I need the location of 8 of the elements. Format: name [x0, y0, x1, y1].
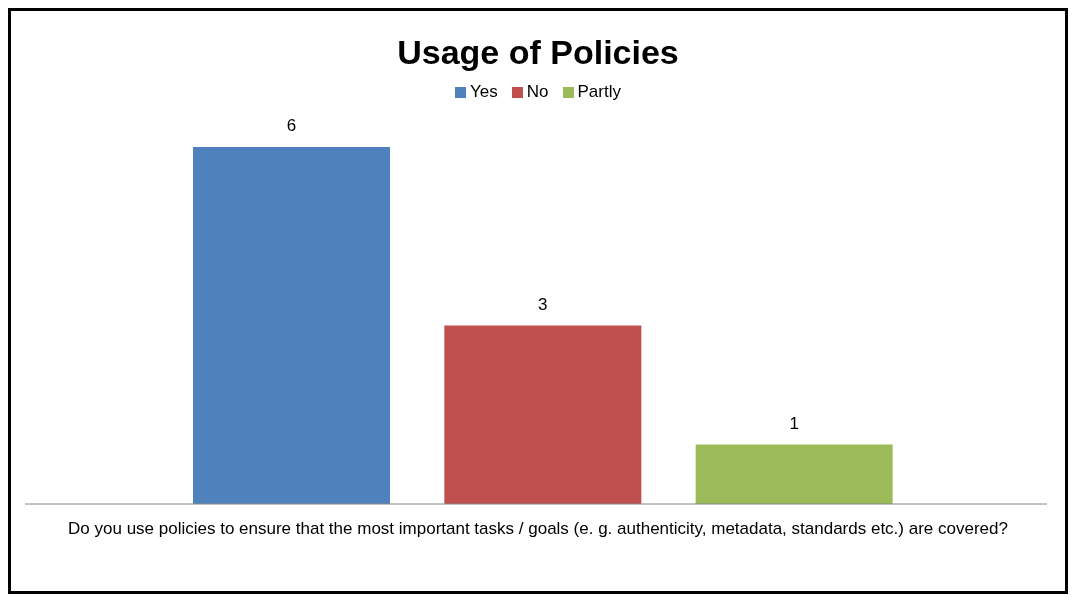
legend-label: No: [526, 82, 549, 102]
data-label: 3: [538, 294, 548, 314]
chart-title: Usage of Policies: [396, 33, 680, 73]
data-label: 1: [789, 413, 799, 433]
legend-label: Yes: [470, 82, 498, 102]
legend-label: Partly: [577, 82, 621, 102]
x-axis-title: Do you use policies to ensure that the most important tasks / goals (e. g. authenticity, metadata, standards etc.) are covered?: [67, 518, 1009, 540]
data-label: 6: [286, 116, 297, 135]
